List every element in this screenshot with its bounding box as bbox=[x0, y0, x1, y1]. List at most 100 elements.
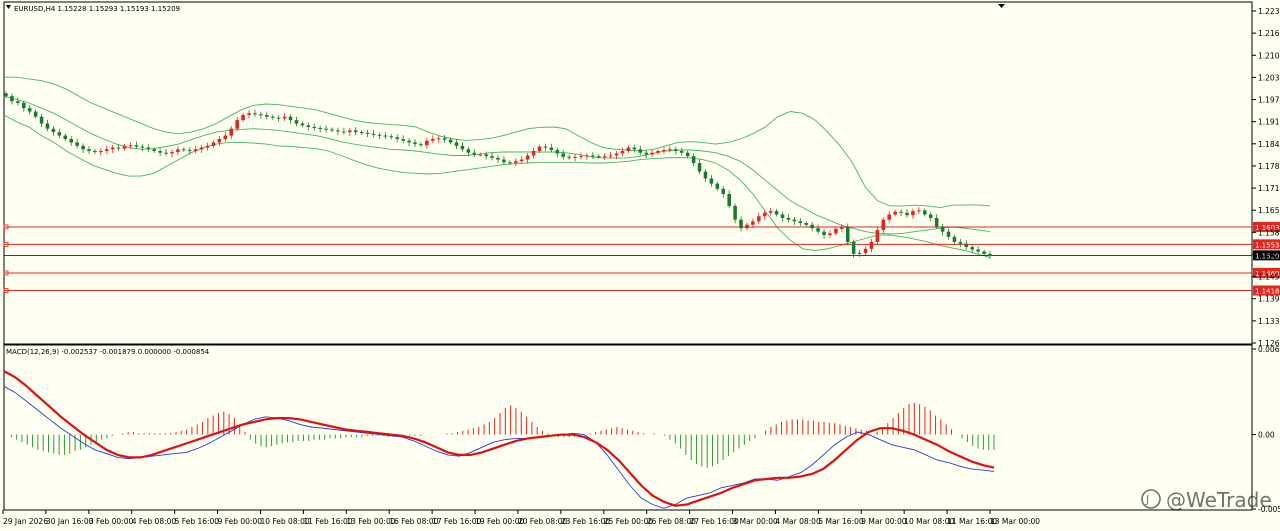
watermark: J @WeTrade bbox=[1141, 488, 1272, 512]
shift-marker-icon[interactable] bbox=[998, 4, 1005, 8]
macd-header: MACD(12,26,9) -0.002537 -0.001879 0.0000… bbox=[6, 348, 210, 356]
macd-main-line bbox=[3, 370, 995, 507]
candle-bear bbox=[45, 123, 50, 129]
time-tick-label: 29 Jan 2026 bbox=[3, 517, 48, 526]
candle-bear bbox=[739, 219, 743, 229]
level-anchor-icon bbox=[3, 270, 9, 276]
candle-bear bbox=[253, 113, 257, 115]
candle-bear bbox=[57, 132, 62, 136]
price-tick-label: 1.16525 bbox=[1258, 206, 1280, 215]
candle-bull bbox=[573, 156, 577, 158]
price-tick-label: 1.12655 bbox=[1258, 339, 1280, 348]
candle-bull bbox=[650, 152, 654, 155]
candle-bull bbox=[241, 114, 245, 121]
candle-bear bbox=[69, 138, 73, 143]
candle-bear bbox=[466, 149, 471, 153]
price-tick-label: 1.13300 bbox=[1258, 317, 1280, 326]
candle-bear bbox=[371, 133, 376, 135]
candle-bear bbox=[330, 129, 334, 131]
candle-bear bbox=[93, 151, 97, 153]
candle-bull bbox=[751, 221, 755, 225]
candle-bear bbox=[324, 128, 328, 130]
bollinger-lower bbox=[3, 114, 991, 258]
macd-pane-frame bbox=[3, 344, 1253, 511]
candle-bear bbox=[448, 139, 453, 143]
candle-bear bbox=[300, 123, 305, 126]
candle-bull bbox=[656, 151, 660, 153]
candle-bear bbox=[721, 188, 726, 194]
candle-bear bbox=[679, 151, 684, 153]
candle-bear bbox=[22, 102, 26, 109]
candle-bull bbox=[282, 116, 287, 119]
time-tick-label: 17 Feb 16:00 bbox=[432, 517, 481, 526]
level-price-tag bbox=[1253, 285, 1280, 296]
candle-bear bbox=[16, 101, 20, 103]
time-tick-label: 11 Mar 16:00 bbox=[947, 517, 997, 526]
header-dropdown-icon[interactable] bbox=[6, 5, 11, 9]
price-tick-label: 1.21685 bbox=[1258, 29, 1280, 38]
candle-bear bbox=[342, 131, 346, 133]
time-tick-label: 5 Feb 16:00 bbox=[175, 517, 220, 526]
candle-bull bbox=[620, 151, 625, 154]
candle-bull bbox=[662, 149, 666, 152]
candle-bear bbox=[146, 147, 151, 150]
time-tick-label: 13 Mar 00:00 bbox=[990, 517, 1040, 526]
candle-bear bbox=[134, 145, 139, 147]
price-tick-label: 1.20395 bbox=[1258, 73, 1280, 82]
candle-bull bbox=[217, 138, 222, 143]
time-tick-label: 10 Mar 08:00 bbox=[904, 517, 954, 526]
candle-bull bbox=[223, 135, 228, 139]
candle-bear bbox=[792, 219, 797, 222]
candle-bear bbox=[365, 132, 370, 134]
level-price-tag bbox=[1253, 221, 1280, 232]
candle-bear bbox=[632, 147, 637, 150]
price-tick-label: 1.18460 bbox=[1258, 140, 1280, 149]
time-tick-label: 3 Mar 00:00 bbox=[733, 517, 779, 526]
candle-bull bbox=[917, 210, 921, 212]
candle-bull bbox=[745, 224, 749, 229]
candle-bull bbox=[881, 219, 886, 230]
candle-bear bbox=[164, 152, 168, 154]
horizontal-levels[interactable]: 1.16037 1.15530 1.14696 1.14184 1.15209 bbox=[3, 221, 1280, 296]
macd-pane[interactable]: MACD(12,26,9) -0.002537 -0.001879 0.0000… bbox=[3, 344, 1280, 514]
time-tick-label: 16 Feb 08:00 bbox=[389, 517, 438, 526]
candle-bull bbox=[768, 211, 773, 213]
candle-bull bbox=[199, 147, 204, 150]
candle-bear bbox=[81, 145, 85, 150]
candle-bear bbox=[703, 171, 708, 179]
candle-bear bbox=[774, 211, 779, 215]
candle-bear bbox=[359, 132, 364, 134]
price-pane-frame bbox=[3, 1, 1253, 345]
candle-bear bbox=[596, 156, 601, 158]
time-tick-label: 26 Feb 08:00 bbox=[647, 517, 696, 526]
candle-bull bbox=[608, 155, 613, 157]
candle-bear bbox=[484, 154, 488, 157]
candle-bull bbox=[857, 252, 862, 254]
price-pane[interactable]: 1.16037 1.15530 1.14696 1.14184 1.15209 EURU… bbox=[3, 1, 1280, 348]
candle-bear bbox=[697, 163, 702, 172]
candle-bull bbox=[579, 156, 583, 158]
time-tick-label: 9 Mar 00:00 bbox=[861, 517, 907, 526]
candle-bear bbox=[383, 135, 388, 137]
candle-bear bbox=[822, 231, 826, 236]
candle-bear bbox=[899, 211, 903, 213]
candle-bear bbox=[490, 156, 494, 158]
candle-bear bbox=[33, 111, 38, 117]
candle-bull bbox=[828, 233, 832, 236]
level-price-tag bbox=[1253, 267, 1280, 278]
candle-bear bbox=[940, 226, 945, 232]
candle-bull bbox=[104, 149, 109, 152]
candle-bear bbox=[116, 147, 121, 149]
price-tick-label: 1.14590 bbox=[1258, 273, 1280, 282]
candle-bear bbox=[419, 144, 423, 146]
time-tick-label: 30 Jan 16:00 bbox=[46, 517, 94, 526]
candle-bear bbox=[401, 138, 405, 141]
candle-bear bbox=[472, 152, 477, 155]
candle-bull bbox=[425, 140, 429, 146]
candle-bull bbox=[626, 147, 631, 152]
time-tick-label: 4 Mar 08:00 bbox=[775, 517, 821, 526]
price-tick-label: 1.13945 bbox=[1258, 295, 1280, 304]
candle-bull bbox=[863, 248, 868, 253]
